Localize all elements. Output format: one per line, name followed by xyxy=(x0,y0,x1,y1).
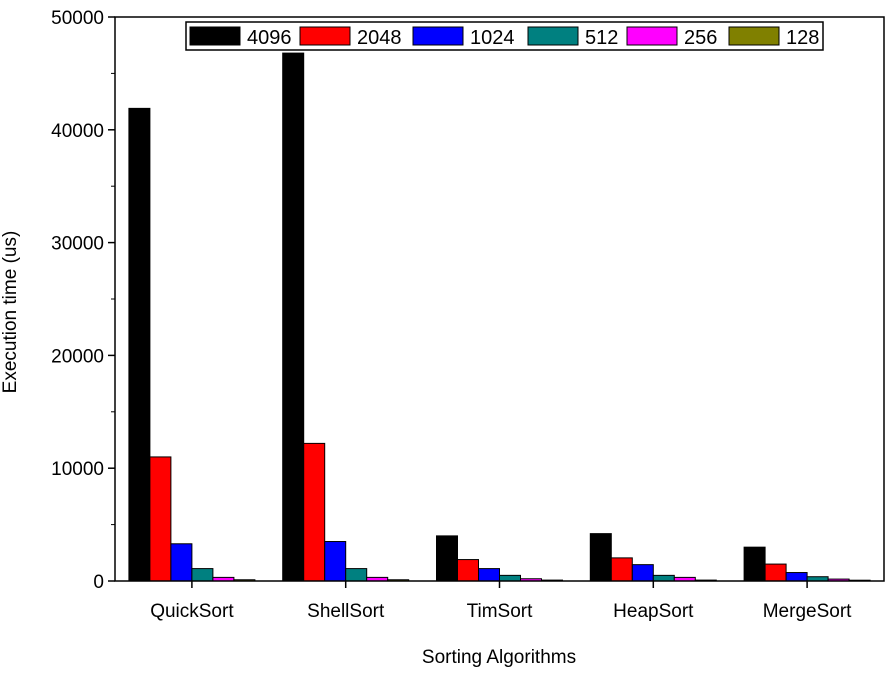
legend-swatch-2048 xyxy=(299,26,351,46)
x-tick-label: TimSort xyxy=(467,601,534,622)
x-tick-label: HeapSort xyxy=(613,601,694,622)
bar-quicksort-1024 xyxy=(170,543,193,582)
legend-label-4096: 4096 xyxy=(247,27,292,49)
x-tick-label: QuickSort xyxy=(150,601,234,622)
y-ticks-layer: 0 10000 20000 30000 40000 50000 xyxy=(51,8,115,593)
bar-quicksort-2048 xyxy=(149,456,172,582)
bar-quicksort-4096 xyxy=(128,107,151,582)
axes-layer xyxy=(114,16,885,582)
y-tick-label: 50000 xyxy=(51,8,104,29)
bar-heapsort-4096 xyxy=(589,533,612,582)
legend-label-1024: 1024 xyxy=(470,27,515,49)
bar-timsort-512 xyxy=(499,574,521,582)
legend-label-256: 256 xyxy=(684,27,717,49)
y-tick-label: 40000 xyxy=(51,121,104,142)
bar-heapsort-1024 xyxy=(631,564,654,582)
bar-quicksort-512 xyxy=(191,568,214,582)
y-tick-label: 20000 xyxy=(51,346,104,367)
bar-shellsort-4096 xyxy=(282,52,305,582)
legend-box xyxy=(185,21,824,51)
bar-shellsort-2048 xyxy=(303,442,326,582)
bar-mergesort-2048 xyxy=(764,563,787,582)
legend-swatch-4096 xyxy=(189,26,241,46)
bar-heapsort-512 xyxy=(652,574,675,582)
legend-swatch-512 xyxy=(527,26,579,46)
y-axis-label: Execution time (us) xyxy=(0,231,21,394)
y-tick-label: 30000 xyxy=(51,234,104,255)
bar-mergesort-1024 xyxy=(785,572,808,582)
bar-timsort-2048 xyxy=(457,559,479,582)
bar-heapsort-2048 xyxy=(610,557,633,582)
legend-swatch-256 xyxy=(626,26,678,46)
x-tick-label: MergeSort xyxy=(763,601,852,622)
legend: 4096 2048 1024 512 256 128 xyxy=(185,21,824,51)
x-tick-label: ShellSort xyxy=(307,601,385,622)
plot-frame xyxy=(114,16,885,582)
bar-timsort-1024 xyxy=(478,568,500,582)
bars-layer xyxy=(128,52,871,582)
y-tick-label: 10000 xyxy=(51,459,104,480)
y-tick-label: 0 xyxy=(93,572,104,593)
legend-label-512: 512 xyxy=(585,27,618,49)
legend-label-128: 128 xyxy=(786,27,819,49)
bar-mergesort-4096 xyxy=(743,546,766,582)
bar-timsort-4096 xyxy=(436,535,458,582)
x-ticks-layer: QuickSort ShellSort TimSort HeapSort MergeSo… xyxy=(150,581,852,622)
legend-swatch-128 xyxy=(728,26,780,46)
bar-shellsort-512 xyxy=(345,568,368,582)
legend-label-2048: 2048 xyxy=(357,27,402,49)
legend-swatch-1024 xyxy=(412,26,464,46)
bar-shellsort-1024 xyxy=(324,541,347,582)
x-axis-label: Sorting Algorithms xyxy=(422,647,576,668)
